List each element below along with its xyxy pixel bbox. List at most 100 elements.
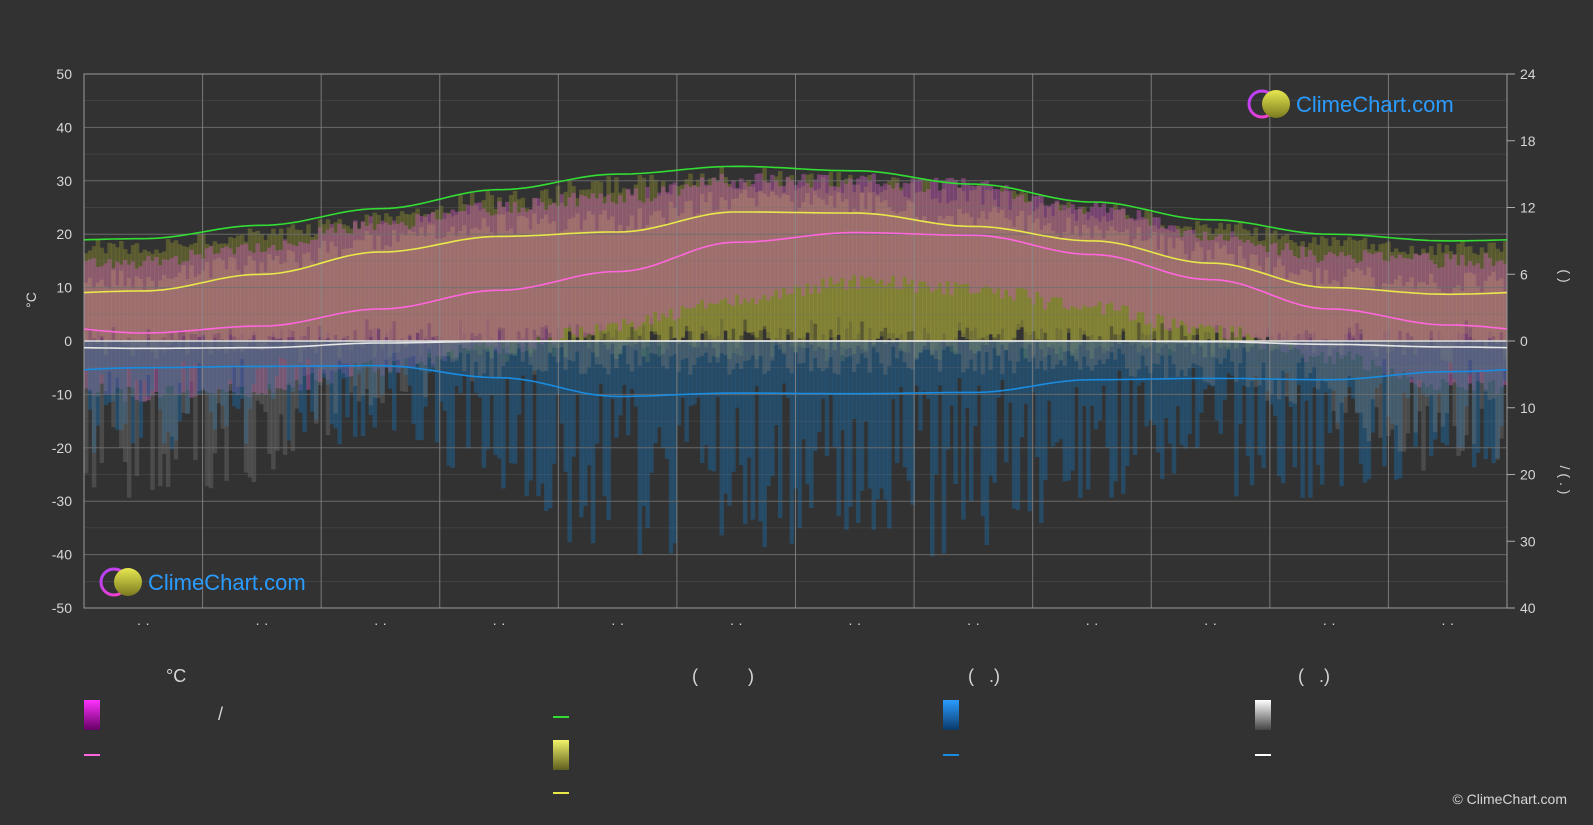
rain-bar (1121, 341, 1125, 494)
snow-bar (1347, 341, 1351, 376)
temp-range-bar (758, 173, 762, 299)
rain-bar (560, 341, 564, 424)
y-right-bottom-tick: 40 (1520, 600, 1536, 616)
temp-range-bar (552, 203, 556, 345)
snow-bar (704, 341, 708, 353)
snow-bar (185, 341, 189, 414)
rain-bar (719, 341, 723, 535)
snow-bar (1402, 341, 1406, 452)
rain-bar (887, 341, 891, 529)
snow-bar (887, 341, 891, 366)
snow-bar (1219, 341, 1223, 364)
temp-range-bar (564, 206, 568, 328)
temp-range-bar (595, 198, 599, 324)
snow-bar (131, 341, 135, 397)
snow-bar (193, 341, 197, 460)
x-month-tick: · · (1323, 615, 1336, 631)
snow-bar (988, 341, 992, 370)
snow-bar (1433, 341, 1437, 432)
temp-range-bar (1144, 219, 1148, 325)
temp-range-bar (583, 196, 587, 337)
temp-range-bar (599, 193, 603, 331)
temp-range-bar (493, 214, 497, 350)
snow-bar (1332, 341, 1336, 411)
snow-bar (536, 341, 540, 370)
temp-range-bar (1176, 229, 1180, 327)
temp-range-bar (427, 214, 431, 353)
temp-range-bar (618, 195, 622, 330)
snow-bar (1020, 341, 1024, 348)
snow-bar (497, 341, 501, 378)
snow-bar (1031, 341, 1035, 358)
snow-bar (899, 341, 903, 348)
snow-bar (1094, 341, 1098, 365)
rain-bar (1016, 341, 1020, 510)
snow-bar (1476, 341, 1480, 372)
snow-bar (1374, 341, 1378, 407)
temp-range-bar (497, 201, 501, 353)
snow-bar (599, 341, 603, 364)
snow-bar (1109, 341, 1113, 352)
temp-range-bar (1254, 246, 1258, 338)
temp-range-bar (470, 206, 474, 349)
snow-bar (1456, 341, 1460, 456)
snow-bar (786, 341, 790, 368)
temp-range-bar (938, 190, 942, 283)
snow-bar (295, 341, 299, 409)
snow-bar (178, 341, 182, 383)
temp-range-bar (1261, 246, 1265, 349)
temp-range-bar (525, 212, 529, 342)
snow-bar (1121, 341, 1125, 354)
snow-bar (583, 341, 587, 374)
y-left-label: °C (23, 292, 39, 308)
temp-range-bar (1148, 226, 1152, 323)
temp-range-bar (1078, 207, 1082, 310)
snow-bar (1129, 341, 1133, 376)
snow-bar (751, 341, 755, 355)
y-left-tick: -20 (52, 440, 72, 456)
snow-bar (162, 341, 166, 454)
y-right-top-tick: 18 (1520, 133, 1536, 149)
snow-bar (1183, 341, 1187, 376)
temp-range-bar (1035, 196, 1039, 292)
snow-bar (1176, 341, 1180, 377)
snow-bar (1133, 341, 1137, 377)
temp-range-bar (903, 183, 907, 277)
y-left-tick: -10 (52, 386, 72, 402)
temp-range-bar (610, 202, 614, 323)
snow-bar (938, 341, 942, 372)
snow-bar (244, 341, 248, 473)
rain-bar (1160, 341, 1164, 479)
snow-bar (443, 341, 447, 355)
y-left-tick: 10 (56, 280, 72, 296)
temp-range-bar (392, 220, 396, 361)
snow-bar (1316, 341, 1320, 389)
snow-bar (957, 341, 961, 354)
temp-range-bar (934, 178, 938, 289)
temp-range-bar (949, 178, 953, 295)
temp-range-bar (868, 181, 872, 277)
snow-bar (1406, 341, 1410, 433)
snow-bar (240, 341, 244, 359)
temp-range-bar (1027, 202, 1031, 298)
snow-bar (805, 341, 809, 348)
snow-bar (1449, 341, 1453, 374)
y-right-bottom-tick: 10 (1520, 400, 1536, 416)
snow-bar (509, 341, 513, 355)
snow-bar (817, 341, 821, 368)
snow-bar (1472, 341, 1476, 444)
temp-range-bar (700, 177, 704, 300)
snow-bar (1004, 341, 1008, 350)
snow-bar (727, 341, 731, 375)
snow-bar (1425, 341, 1429, 406)
snow-bar (302, 341, 306, 366)
snow-bar (1090, 341, 1094, 371)
snow-bar (1359, 341, 1363, 413)
snow-bar (1351, 341, 1355, 378)
temp-range-bar (864, 177, 868, 279)
rain-bar (505, 341, 509, 379)
temp-range-bar (1281, 250, 1285, 352)
snow-bar (466, 341, 470, 351)
rain-bar (591, 341, 595, 543)
snow-bar (969, 341, 973, 360)
